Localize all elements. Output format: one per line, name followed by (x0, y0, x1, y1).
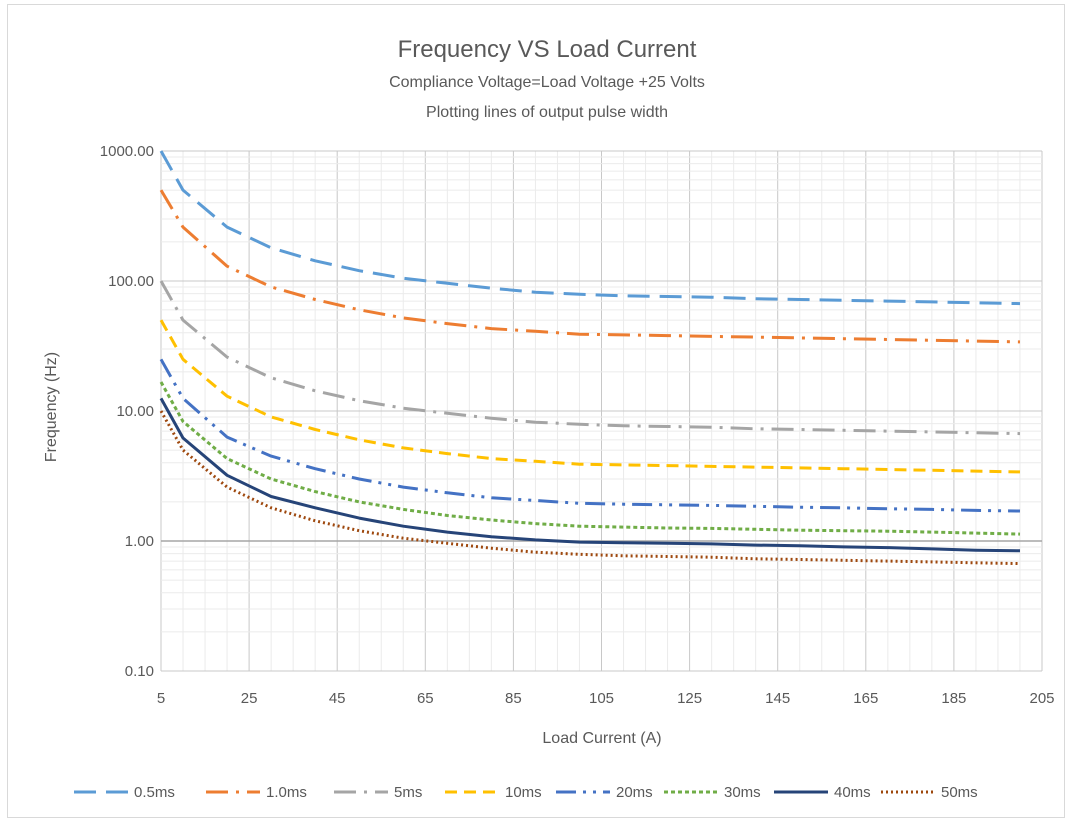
plot-series (159, 150, 1021, 566)
x-tick-label: 65 (417, 690, 434, 707)
series-line-20ms (159, 358, 1021, 513)
legend-label-40ms: 40ms (834, 784, 871, 801)
series-line-1.0ms (159, 189, 1021, 344)
y-tick-label: 100.00 (108, 273, 154, 290)
legend-label-5ms: 5ms (394, 784, 422, 801)
legend-label-1.0ms: 1.0ms (266, 784, 307, 801)
axis-ticks: 5 25 45 65 85 105 125 145 165 185 205 0.10 1.00 10.00… (100, 143, 1055, 707)
y-tick-label: 0.10 (125, 663, 154, 680)
y-axis-title: Frequency (Hz) (43, 352, 60, 462)
chart-title: Frequency VS Load Current (398, 36, 697, 63)
legend-label-50ms: 50ms (941, 784, 978, 801)
frequency-chart: Frequency VS Load Current Compliance Vol… (43, 36, 1055, 801)
x-tick-label: 165 (853, 690, 878, 707)
legend-label-30ms: 30ms (724, 784, 761, 801)
y-tick-label: 10.00 (116, 403, 154, 420)
x-tick-label: 105 (589, 690, 614, 707)
y-tick-label: 1.00 (125, 533, 154, 550)
series-line-0.5ms (159, 150, 1021, 306)
legend-label-10ms: 10ms (505, 784, 542, 801)
chart-frame: Frequency VS Load Current Compliance Vol… (7, 4, 1065, 818)
chart-legend: 0.5ms 1.0ms 5ms 10ms 20ms 30ms 40ms 50ms (74, 784, 978, 801)
x-tick-label: 145 (765, 690, 790, 707)
series-line-40ms (159, 397, 1021, 553)
series-line-50ms (159, 410, 1021, 566)
series-line-10ms (159, 319, 1021, 474)
legend-label-0.5ms: 0.5ms (134, 784, 175, 801)
legend-label-20ms: 20ms (616, 784, 653, 801)
series-line-5ms (159, 280, 1021, 436)
series-line-30ms (159, 381, 1021, 536)
x-tick-label: 185 (941, 690, 966, 707)
y-tick-label: 1000.00 (100, 143, 154, 160)
x-tick-label: 45 (329, 690, 346, 707)
x-tick-label: 5 (157, 690, 165, 707)
plot-gridlines (160, 150, 1043, 672)
x-tick-label: 125 (677, 690, 702, 707)
chart-subtitle-line-1: Compliance Voltage=Load Voltage +25 Volt… (389, 74, 705, 91)
x-axis-title: Load Current (A) (542, 730, 661, 747)
chart-subtitle-line-2: Plotting lines of output pulse width (426, 104, 668, 121)
x-tick-label: 205 (1029, 690, 1054, 707)
x-tick-label: 25 (241, 690, 258, 707)
x-tick-label: 85 (505, 690, 522, 707)
